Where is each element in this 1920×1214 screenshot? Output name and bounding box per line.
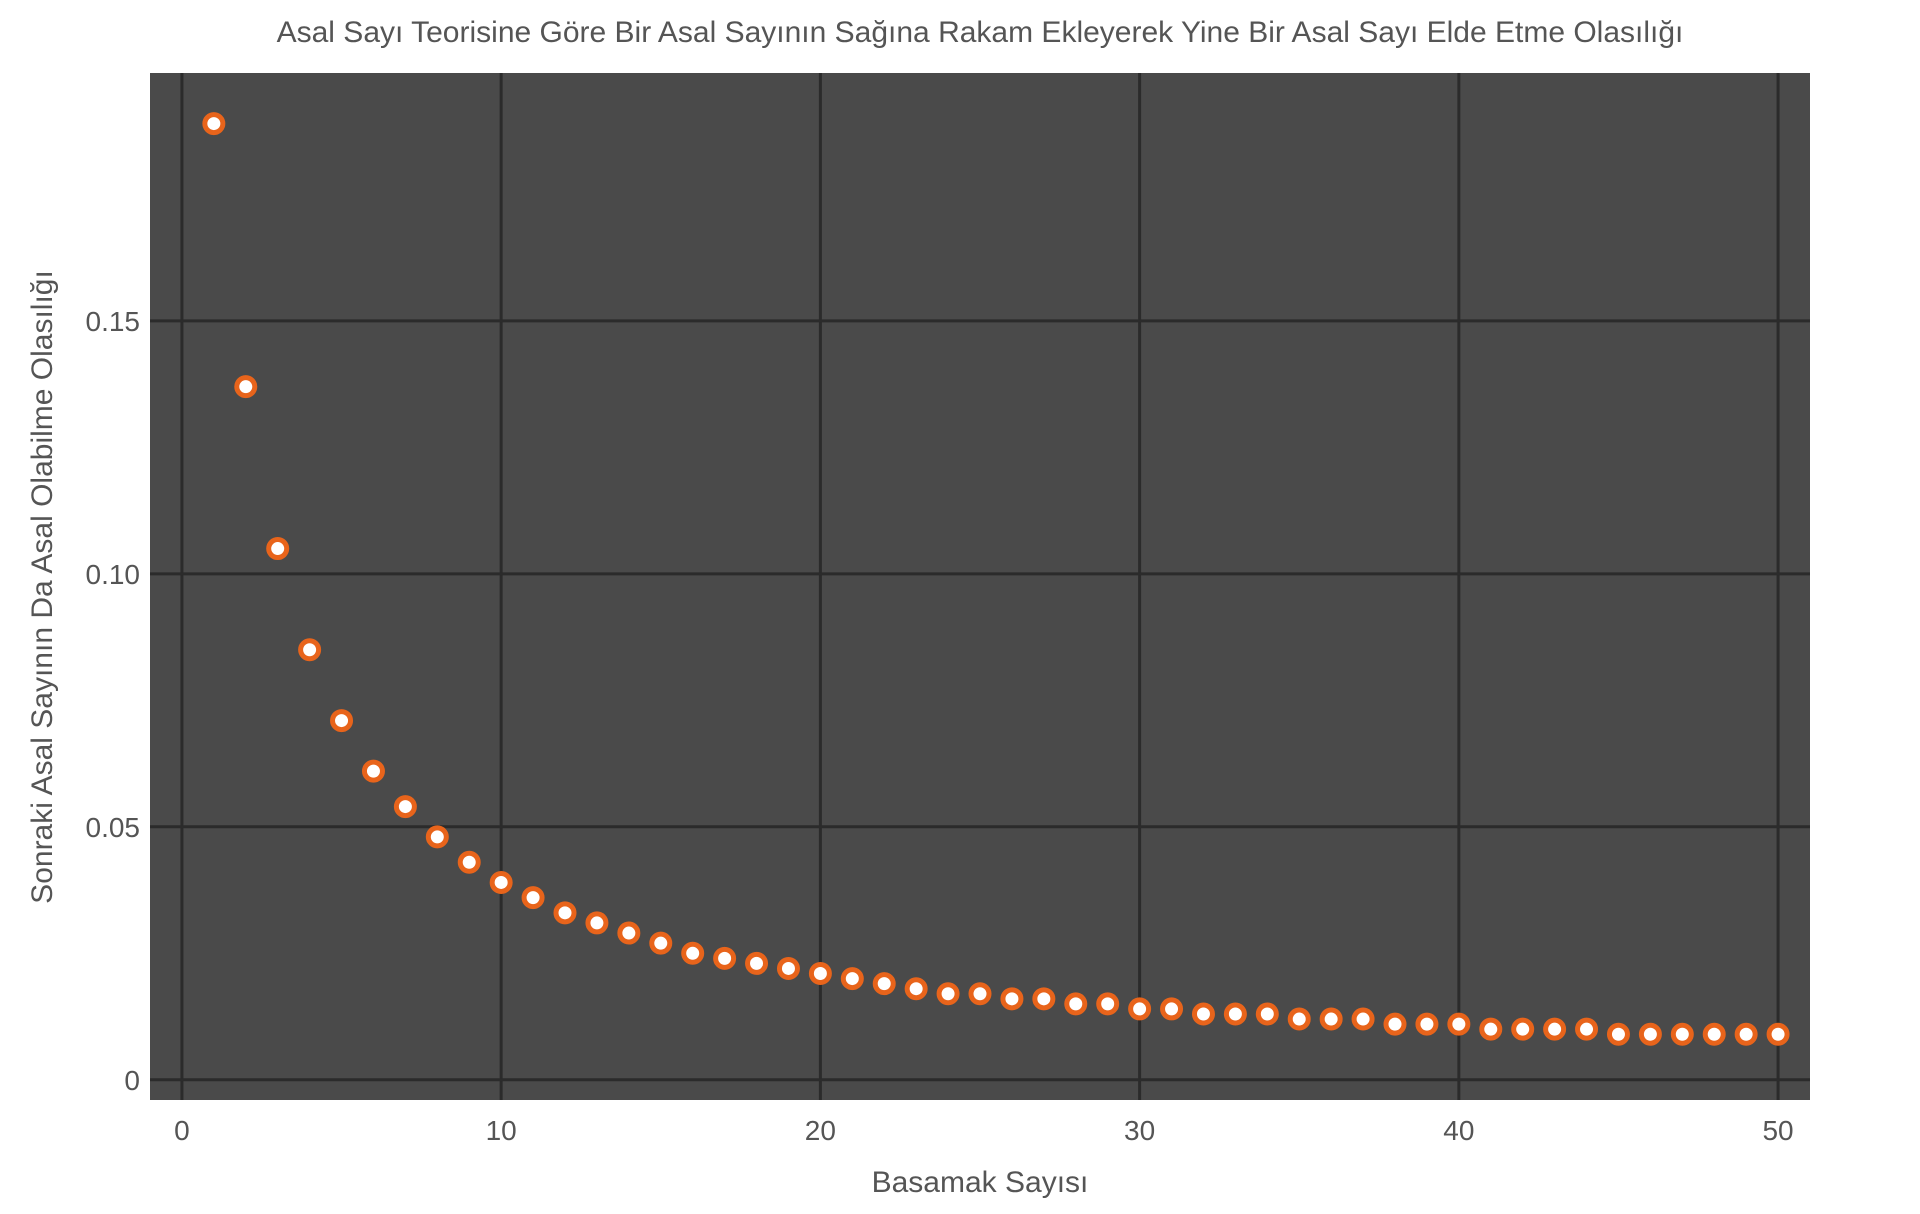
data-point — [872, 972, 896, 996]
data-point — [489, 870, 513, 894]
chart-title: Asal Sayı Teorisine Göre Bir Asal Sayını… — [277, 16, 1684, 49]
data-point — [904, 977, 928, 1001]
data-point — [1670, 1022, 1694, 1046]
data-point — [1255, 1002, 1279, 1026]
data-point — [393, 795, 417, 819]
y-tick-label: 0.15 — [86, 306, 141, 337]
data-point — [1479, 1017, 1503, 1041]
plot-area — [150, 73, 1810, 1100]
x-tick-label: 10 — [486, 1115, 517, 1146]
data-point — [713, 946, 737, 970]
x-tick-label: 0 — [174, 1115, 190, 1146]
data-point — [745, 951, 769, 975]
data-point — [521, 886, 545, 910]
data-point — [330, 709, 354, 733]
x-tick-label: 30 — [1124, 1115, 1155, 1146]
x-tick-label: 20 — [805, 1115, 836, 1146]
y-tick-label: 0.05 — [86, 812, 141, 843]
data-point — [1702, 1022, 1726, 1046]
y-tick-label: 0.10 — [86, 559, 141, 590]
data-point — [234, 375, 258, 399]
data-point — [1415, 1012, 1439, 1036]
data-point — [1766, 1022, 1790, 1046]
y-axis-title: Sonraki Asal Sayının Da Asal Olabilme Ol… — [26, 270, 59, 904]
data-point — [1223, 1002, 1247, 1026]
x-axis-ticks: 0 10 20 30 40 50 — [174, 1115, 1794, 1146]
data-point — [936, 982, 960, 1006]
data-point — [776, 956, 800, 980]
data-point — [1064, 992, 1088, 1016]
data-point — [1128, 997, 1152, 1021]
data-point — [1447, 1012, 1471, 1036]
data-point — [1000, 987, 1024, 1011]
data-point — [649, 931, 673, 955]
grid-lines — [150, 73, 1810, 1100]
y-tick-label: 0 — [124, 1065, 140, 1096]
data-point — [1032, 987, 1056, 1011]
data-point — [1319, 1007, 1343, 1031]
data-points — [202, 112, 1790, 1046]
data-point — [1734, 1022, 1758, 1046]
data-point — [425, 825, 449, 849]
data-point — [298, 638, 322, 662]
data-point — [585, 911, 609, 935]
data-point — [202, 112, 226, 136]
data-point — [1351, 1007, 1375, 1031]
x-tick-label: 50 — [1762, 1115, 1793, 1146]
data-point — [553, 901, 577, 925]
data-point — [968, 982, 992, 1006]
data-point — [1160, 997, 1184, 1021]
x-axis-title: Basamak Sayısı — [872, 1166, 1089, 1199]
data-point — [457, 850, 481, 874]
data-point — [1191, 1002, 1215, 1026]
data-point — [1287, 1007, 1311, 1031]
data-point — [1606, 1022, 1630, 1046]
data-point — [1638, 1022, 1662, 1046]
data-point — [361, 759, 385, 783]
y-axis-ticks: 0 0.05 0.10 0.15 — [86, 306, 141, 1096]
data-point — [1383, 1012, 1407, 1036]
data-point — [617, 921, 641, 945]
data-point — [1543, 1017, 1567, 1041]
data-point — [266, 537, 290, 561]
data-point — [1511, 1017, 1535, 1041]
x-tick-label: 40 — [1443, 1115, 1474, 1146]
data-point — [840, 967, 864, 991]
data-point — [681, 941, 705, 965]
data-point — [1096, 992, 1120, 1016]
data-point — [1575, 1017, 1599, 1041]
data-point — [808, 962, 832, 986]
